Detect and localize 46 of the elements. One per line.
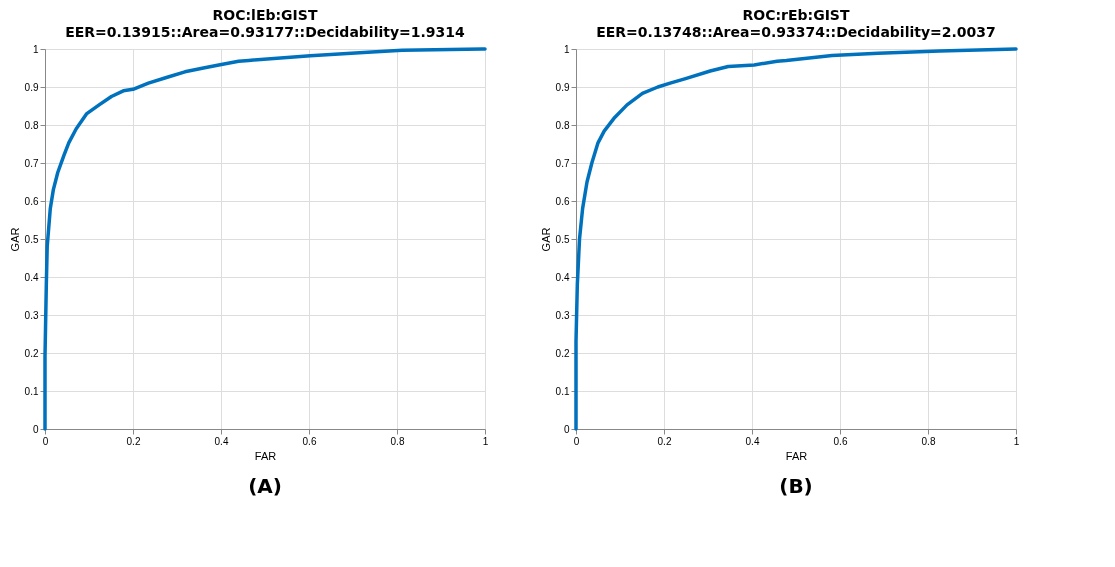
x-axis-title: FAR xyxy=(785,449,808,462)
chart-title: ROC:lEb:GIST xyxy=(212,7,318,23)
y-tick-label: 0.8 xyxy=(24,119,39,131)
x-tick-label: 0.4 xyxy=(745,435,760,447)
y-tick-label: 0.6 xyxy=(24,195,39,207)
y-tick-label: 0.3 xyxy=(555,309,570,321)
y-tick-label: 0.7 xyxy=(555,157,570,169)
text: (B) xyxy=(779,474,813,498)
y-axis-title: GAR xyxy=(539,227,552,252)
x-tick-label: 0.6 xyxy=(833,435,848,447)
y-tick-label: 0.8 xyxy=(555,119,570,131)
x-tick-label: 0.8 xyxy=(390,435,405,447)
chart-title: ROC:rEb:GIST xyxy=(742,7,850,23)
x-tick-label: 0.2 xyxy=(126,435,141,447)
x-tick-label: 1 xyxy=(482,435,489,447)
y-tick-label: 1 xyxy=(32,43,39,55)
y-tick-label: 0.5 xyxy=(555,233,570,245)
chart-subtitle: EER=0.13748::Area=0.93374::Decidability=2.0037 xyxy=(596,24,996,40)
line-series xyxy=(574,47,1018,431)
y-tick-label: 0.9 xyxy=(24,81,39,93)
y-tick-label: 0.2 xyxy=(24,347,39,359)
y-tick-label: 0 xyxy=(32,423,39,435)
x-tick-label: 1 xyxy=(1013,435,1020,447)
y-axis-title: GAR xyxy=(8,227,21,252)
y-tick-label: 0 xyxy=(563,423,570,435)
y-tick-label: 0.4 xyxy=(555,271,570,283)
y-tick-label: 0.4 xyxy=(24,271,39,283)
line-series xyxy=(43,47,487,431)
x-tick-label: 0.4 xyxy=(214,435,229,447)
y-tick-label: 1 xyxy=(563,43,570,55)
x-tick-label: 0 xyxy=(42,435,49,447)
y-tick-label: 0.1 xyxy=(555,385,570,397)
x-tick-label: 0.2 xyxy=(657,435,672,447)
y-tick-label: 0.7 xyxy=(24,157,39,169)
y-tick-label: 0.2 xyxy=(555,347,570,359)
y-tick-label: 0.1 xyxy=(24,385,39,397)
y-tick-label: 0.9 xyxy=(555,81,570,93)
x-tick-label: 0.6 xyxy=(302,435,317,447)
text: (A) xyxy=(248,474,282,498)
x-tick-label: 0 xyxy=(573,435,580,447)
x-axis-title: FAR xyxy=(254,449,277,462)
y-tick-label: 0.5 xyxy=(24,233,39,245)
chart-subtitle: EER=0.13915::Area=0.93177::Decidability=1.9314 xyxy=(65,24,466,40)
y-tick-label: 0.6 xyxy=(555,195,570,207)
y-tick-label: 0.3 xyxy=(24,309,39,321)
x-tick-label: 0.8 xyxy=(921,435,936,447)
